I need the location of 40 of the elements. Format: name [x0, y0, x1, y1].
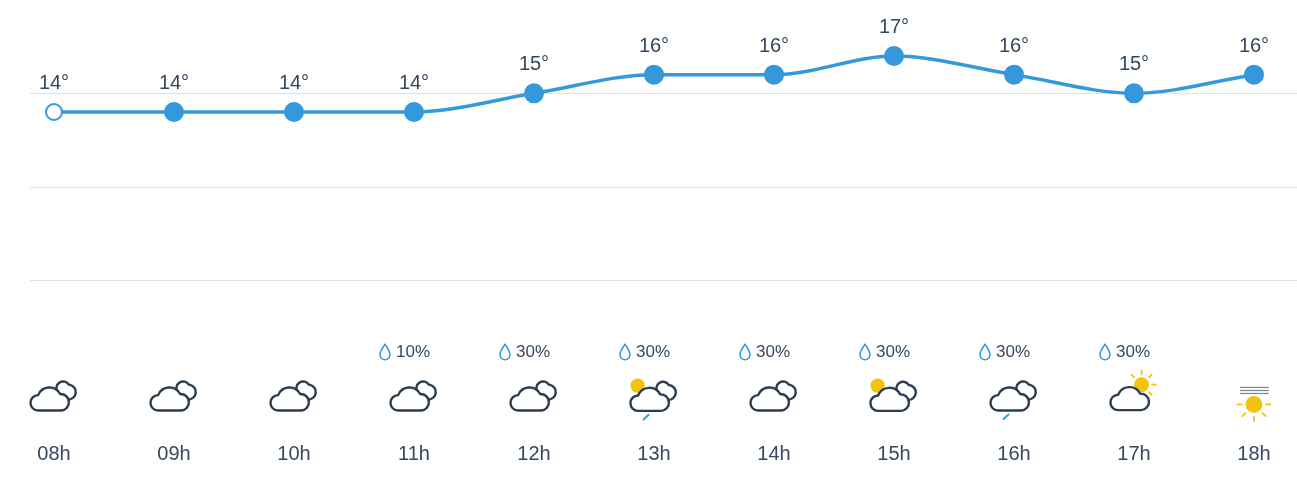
point	[764, 64, 784, 85]
text: 30%	[636, 342, 671, 362]
x-tick-label: 11h	[398, 441, 430, 464]
x-tick-label: 16h	[997, 441, 1031, 464]
data-label: 16°	[998, 33, 1030, 56]
text: 30%	[996, 342, 1031, 362]
point	[1124, 83, 1144, 104]
x-tick-label: 18h	[1237, 441, 1271, 464]
x-tick-label: 10h	[277, 441, 311, 464]
x-tick-label: 17h	[1117, 441, 1151, 464]
data-label: 14°	[278, 71, 310, 93]
text: 30%	[516, 342, 551, 362]
data-label: 16°	[758, 33, 790, 56]
data-label: 14°	[38, 71, 70, 93]
x-tick-label: 13h	[637, 441, 671, 464]
point	[404, 102, 424, 122]
point	[1004, 64, 1024, 85]
point	[164, 102, 184, 122]
data-label: 17°	[878, 15, 910, 37]
text: 30%	[876, 342, 911, 362]
point	[524, 83, 544, 104]
point	[1244, 64, 1264, 85]
x-tick-label: 15h	[877, 441, 911, 464]
text: 30%	[756, 342, 791, 362]
x-tick-label: 09h	[157, 441, 191, 464]
x-tick-label: 12h	[517, 441, 551, 464]
data-label: 14°	[158, 71, 190, 93]
text: 30%	[1116, 342, 1151, 362]
x-tick-label: 14h	[757, 441, 791, 464]
point	[45, 103, 63, 121]
data-label: 16°	[638, 33, 670, 56]
data-label: 15°	[1118, 52, 1150, 75]
data-label: 15°	[518, 52, 550, 75]
point	[644, 64, 664, 85]
text: 10%	[396, 342, 431, 362]
x-tick-label: 08h	[37, 441, 71, 464]
point	[284, 102, 304, 122]
data-label: 16°	[1238, 33, 1270, 56]
point	[884, 46, 904, 66]
data-label: 14°	[398, 71, 430, 93]
